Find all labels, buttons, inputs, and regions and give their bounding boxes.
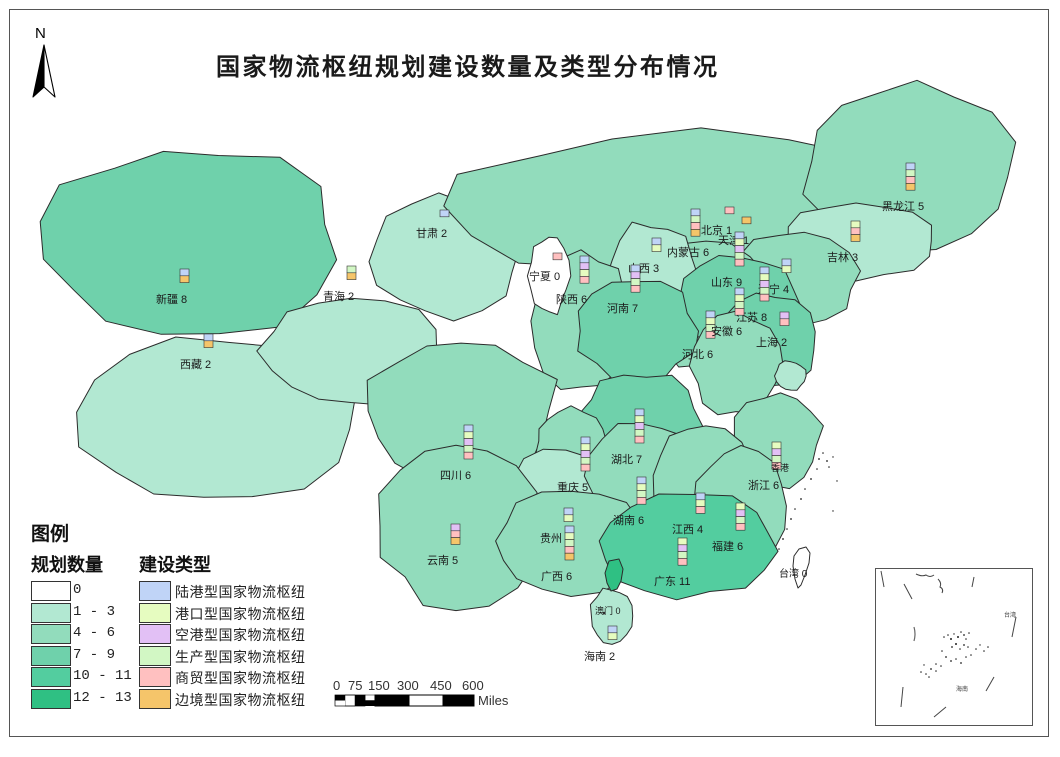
svg-text:海南: 海南 — [956, 685, 968, 693]
svg-text:Miles: Miles — [478, 693, 509, 708]
svg-text:台湾: 台湾 — [1004, 611, 1016, 619]
